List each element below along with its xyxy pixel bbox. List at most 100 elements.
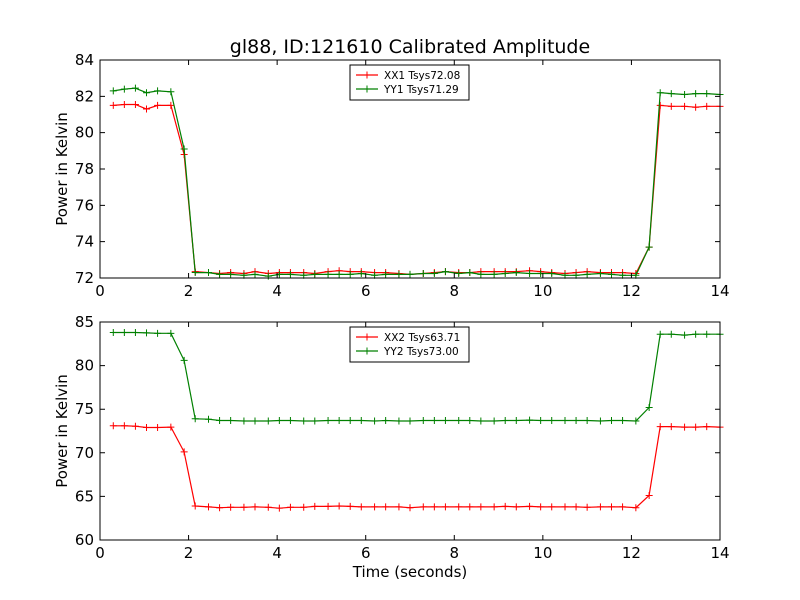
- data-point: [357, 503, 365, 511]
- data-point: [240, 503, 248, 511]
- data-point: [191, 415, 199, 423]
- data-point: [205, 415, 212, 423]
- data-point: [692, 90, 700, 98]
- data-point: [681, 331, 689, 339]
- data-point: [526, 269, 534, 277]
- data-point: [608, 270, 615, 278]
- data-point: [406, 270, 414, 278]
- plot-area: 0 2 4 6 8 10 12 14 72 74 76 78 80 82 84 XX1 Tsys72.08 YY…: [75, 51, 730, 300]
- data-point: [596, 269, 604, 277]
- data-point: [382, 417, 390, 425]
- y-tick-label: 80: [75, 357, 94, 375]
- data-point: [167, 329, 175, 337]
- y-tick-label: 60: [75, 531, 94, 549]
- y-tick-label: 65: [75, 487, 94, 505]
- legend-box: [349, 326, 470, 363]
- data-point: [667, 423, 675, 431]
- x-tick-label: 14: [710, 282, 729, 300]
- data-point: [300, 417, 308, 425]
- data-point: [608, 417, 615, 425]
- data-point: [692, 103, 700, 111]
- data-point: [596, 417, 604, 425]
- data-point: [205, 503, 212, 511]
- data-point: [455, 269, 463, 277]
- data-point: [419, 417, 427, 425]
- y-tick-label: 76: [75, 196, 94, 214]
- legend-marker: [363, 333, 371, 341]
- data-point: [286, 270, 294, 278]
- data-point: [346, 502, 354, 510]
- x-tick-label: 0: [95, 544, 105, 562]
- data-point: [154, 424, 162, 432]
- y-tick-label: 72: [75, 269, 94, 287]
- data-point: [286, 417, 294, 425]
- x-tick-label: 6: [361, 544, 371, 562]
- plot-area: 0 2 4 6 8 10 12 14 60 65 70 75 80 85 XX2 Tsys63.71 YY2 …: [75, 313, 730, 562]
- data-point: [120, 101, 128, 109]
- data-point: [191, 269, 199, 277]
- data-point: [656, 330, 664, 338]
- data-point: [619, 417, 627, 425]
- data-point: [120, 85, 128, 93]
- data-point: [154, 87, 162, 95]
- data-point: [561, 503, 569, 511]
- data-point: [371, 417, 379, 425]
- series-line-1: [113, 425, 721, 509]
- data-point: [490, 503, 498, 511]
- data-point: [275, 504, 283, 512]
- data-point: [167, 88, 175, 96]
- data-point: [382, 503, 390, 511]
- data-point: [167, 101, 175, 109]
- y-tick-label: 85: [75, 313, 94, 331]
- data-point: [596, 503, 604, 511]
- data-point: [251, 270, 259, 278]
- data-point: [180, 356, 188, 364]
- data-point: [512, 503, 520, 511]
- legend-label: XX2 Tsys63.71: [384, 332, 460, 344]
- legend-marker: [363, 85, 371, 93]
- data-point: [131, 328, 139, 336]
- y-tick-label: 70: [75, 444, 94, 462]
- data-point: [109, 101, 117, 109]
- data-point: [216, 270, 224, 278]
- data-point: [251, 417, 259, 425]
- data-point: [120, 328, 128, 336]
- data-point: [264, 503, 272, 511]
- data-point: [275, 417, 283, 425]
- data-point: [406, 504, 414, 512]
- data-point: [109, 328, 117, 336]
- x-tick-label: 8: [450, 282, 460, 300]
- data-point: [216, 504, 224, 512]
- data-point: [357, 417, 365, 425]
- data-point: [395, 417, 403, 425]
- data-point: [681, 91, 689, 99]
- data-point: [300, 503, 308, 511]
- data-point: [371, 503, 379, 511]
- data-point: [501, 502, 509, 510]
- data-point: [430, 503, 438, 511]
- x-tick-label: 14: [710, 544, 729, 562]
- legend-marker: [363, 71, 371, 79]
- data-point: [346, 270, 354, 278]
- data-point: [143, 424, 150, 432]
- data-point: [167, 423, 175, 431]
- data-point: [264, 417, 272, 425]
- x-tick-label: 2: [184, 544, 194, 562]
- data-point: [681, 423, 689, 431]
- data-point: [131, 101, 139, 109]
- legend-label: YY1 Tsys71.29: [383, 84, 459, 96]
- data-point: [512, 269, 520, 277]
- data-point: [656, 423, 664, 431]
- data-point: [395, 270, 403, 278]
- data-point: [703, 423, 711, 431]
- data-point: [205, 269, 212, 277]
- data-point: [227, 417, 235, 425]
- data-point: [703, 102, 711, 110]
- data-point: [466, 417, 474, 425]
- data-point: [490, 417, 498, 425]
- data-point: [311, 270, 319, 278]
- data-point: [406, 417, 414, 425]
- data-point: [346, 417, 354, 425]
- data-point: [526, 416, 534, 424]
